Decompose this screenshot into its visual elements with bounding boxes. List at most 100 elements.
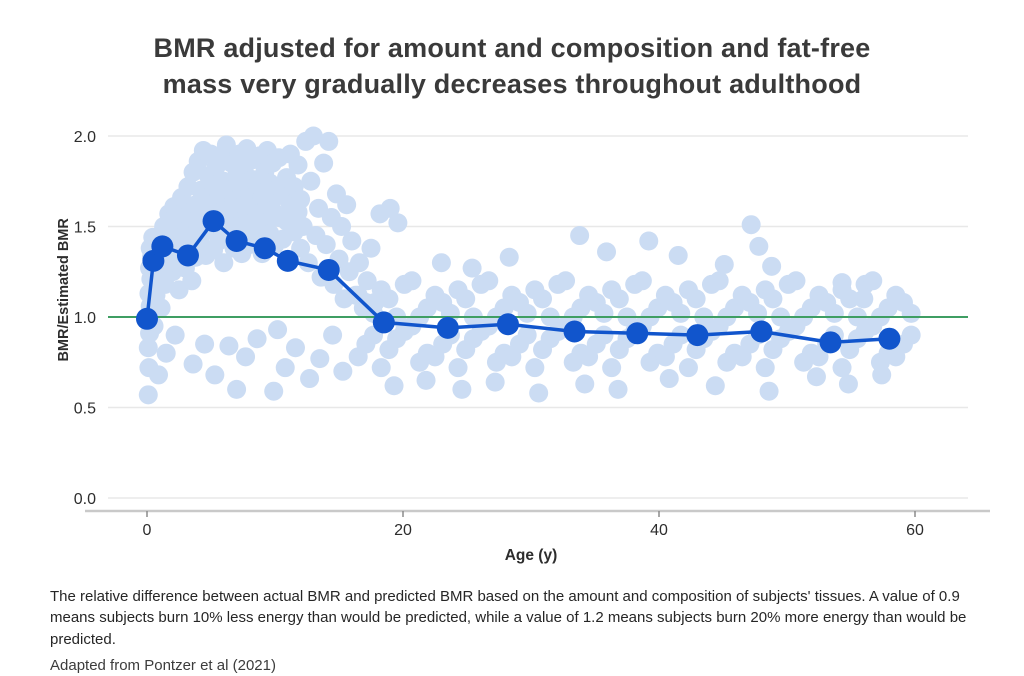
scatter-point [575, 374, 595, 394]
scatter-point [151, 298, 171, 318]
scatter-point [840, 289, 860, 309]
scatter-point [138, 385, 158, 405]
scatter-point [479, 271, 499, 291]
scatter-point [759, 381, 779, 401]
scatter-point [570, 226, 590, 246]
trend-point [317, 258, 340, 281]
trend-point [563, 320, 586, 343]
y-tick-label-2.0: 2.0 [74, 129, 96, 146]
scatter-point [291, 238, 311, 258]
trend-point [686, 324, 709, 347]
scatter-point [214, 253, 234, 273]
scatter-point [533, 289, 553, 309]
trend-point [372, 311, 395, 334]
scatter-point [300, 369, 320, 389]
scatter-point [402, 271, 422, 291]
scatter-point [749, 236, 769, 256]
scatter-point [668, 245, 688, 265]
scatter-point [285, 338, 305, 358]
chart-title-line2: mass very gradually decreases throughout… [162, 69, 862, 100]
scatter-point [901, 325, 921, 345]
scatter-point [763, 289, 783, 309]
scatter-point [556, 271, 576, 291]
scatter-point [659, 369, 679, 389]
scatter-point [832, 273, 852, 293]
x-tick-label-0: 0 [143, 522, 152, 539]
scatter-point [291, 189, 311, 209]
scatter-point [138, 338, 158, 358]
scatter-point [236, 347, 256, 367]
scatter-point [499, 247, 519, 267]
trend-point [496, 313, 519, 336]
scatter-point [755, 358, 775, 378]
scatter-point [901, 303, 921, 323]
trend-point [176, 244, 199, 267]
scatter-point [323, 325, 343, 345]
y-axis-title: BMR/Estimated BMR [56, 218, 72, 362]
scatter-point [333, 361, 353, 381]
trend-point [202, 210, 225, 233]
scatter-point [854, 289, 874, 309]
scatter-point [485, 372, 505, 392]
trend-point [819, 331, 842, 354]
scatter-point [314, 153, 334, 173]
scatter-point [247, 329, 267, 349]
scatter-point [301, 171, 321, 191]
chart-title-line1: BMR adjusted for amount and composition … [153, 33, 871, 63]
scatter-point [838, 374, 858, 394]
x-tick-label-60: 60 [906, 522, 924, 539]
trend-point [878, 327, 901, 350]
scatter-point [705, 376, 725, 396]
scatter-point [462, 258, 482, 278]
scatter-point [686, 289, 706, 309]
chart-caption: The relative difference between actual B… [50, 588, 967, 648]
scatter-point [597, 242, 617, 262]
bmr-scatter-chart: 0.0 0.5 1.0 1.5 2.0 0 20 40 60 Age (y) BMR/Estimat… [56, 126, 990, 564]
scatter-point [371, 358, 391, 378]
scatter-point [219, 336, 239, 356]
trend-point [151, 235, 174, 258]
scatter-point [342, 231, 362, 251]
scatter-point [361, 238, 381, 258]
scatter-point [714, 255, 734, 275]
scatter-point [602, 358, 622, 378]
scatter-point [824, 303, 844, 323]
scatter-point [183, 354, 203, 374]
trend-point [276, 249, 299, 272]
scatter-point [517, 325, 537, 345]
trend-point [626, 322, 649, 345]
trend-point [253, 237, 276, 260]
scatter-point [639, 231, 659, 251]
y-tick-label-0.0: 0.0 [74, 491, 96, 508]
scatter-point [268, 320, 288, 340]
scatter-point [741, 215, 761, 235]
scatter-point [205, 365, 225, 385]
trend-point [225, 229, 248, 252]
scatter-point [388, 213, 408, 233]
scatter-point [310, 349, 330, 369]
scatter-point [337, 195, 357, 215]
scatter-point [275, 358, 295, 378]
chart-source-credit: Adapted from Pontzer et al (2021) [50, 657, 276, 674]
scatter-point [384, 376, 404, 396]
trend-point [136, 307, 158, 330]
trend-point [750, 320, 773, 343]
scatter-point [349, 253, 369, 273]
scatter-point [316, 235, 336, 255]
scatter-point [632, 271, 652, 291]
trend-point [436, 316, 459, 339]
x-tick-label-40: 40 [650, 522, 668, 539]
scatter-point [431, 253, 451, 273]
scatter-point [332, 217, 352, 236]
scatter-point [709, 271, 729, 291]
scatter-point [357, 271, 377, 291]
scatter-point [380, 198, 400, 218]
scatter-point [452, 379, 472, 399]
scatter-point [264, 381, 284, 401]
scatter-point [762, 256, 782, 276]
scatter-point [227, 379, 247, 399]
scatter-point [303, 126, 323, 146]
scatter-point [594, 303, 614, 323]
scatter-point [456, 289, 476, 309]
y-tick-label-1.5: 1.5 [74, 220, 96, 237]
